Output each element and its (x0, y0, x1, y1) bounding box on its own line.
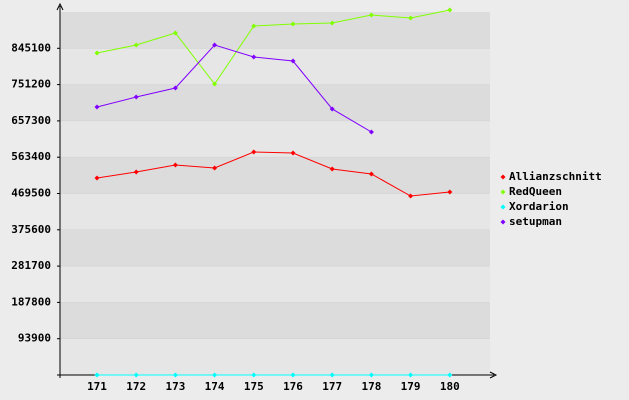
point (329, 166, 335, 172)
band (60, 302, 490, 339)
point (212, 372, 218, 378)
point (290, 58, 296, 64)
x-tick-label: 175 (244, 380, 264, 393)
point (290, 372, 296, 378)
point (408, 372, 414, 378)
band (60, 48, 490, 85)
band (60, 229, 490, 267)
x-tick-label: 177 (322, 380, 342, 393)
y-tick-label: 375600 (11, 223, 51, 236)
point (94, 50, 100, 56)
band (60, 157, 490, 194)
band (60, 193, 490, 230)
point (329, 20, 335, 26)
band (60, 266, 490, 303)
x-tick-label: 172 (126, 380, 146, 393)
x-tick-label: 178 (361, 380, 381, 393)
point (290, 150, 296, 156)
x-axis-arrow (489, 371, 498, 379)
legend-marker (500, 219, 506, 225)
y-tick-label: 563400 (11, 150, 51, 163)
legend-label: Allianzschnitt (509, 170, 602, 183)
point (251, 23, 257, 29)
point (329, 372, 335, 378)
point (133, 42, 139, 48)
legend-marker (500, 189, 506, 195)
point (94, 372, 100, 378)
point (408, 193, 414, 199)
x-tick-label: 179 (401, 380, 421, 393)
point (368, 12, 374, 18)
legend-marker (500, 174, 506, 180)
point (94, 104, 100, 110)
point (172, 30, 178, 36)
point (408, 15, 414, 21)
band (60, 84, 490, 121)
point (368, 171, 374, 177)
x-tick-label: 173 (165, 380, 185, 393)
y-tick-label: 281700 (11, 259, 51, 272)
x-tick-label: 174 (205, 380, 225, 393)
point (251, 54, 257, 60)
y-tick-label: 469500 (11, 187, 51, 200)
band (60, 12, 490, 49)
x-tick-label: 176 (283, 380, 303, 393)
point (368, 129, 374, 135)
point (133, 94, 139, 100)
y-axis-arrow (56, 2, 64, 11)
point (447, 7, 453, 13)
legend-marker (500, 204, 506, 210)
point (212, 42, 218, 48)
point (251, 372, 257, 378)
band (60, 338, 490, 375)
point (368, 372, 374, 378)
series-line (96, 9, 450, 85)
point (447, 372, 453, 378)
y-tick-label: 187800 (11, 295, 51, 308)
point (172, 372, 178, 378)
legend-label: Xordarion (509, 200, 569, 213)
series-line (96, 151, 450, 197)
point (447, 189, 453, 195)
x-tick-label: 180 (440, 380, 460, 393)
x-tick-label: 171 (87, 380, 107, 393)
point (133, 372, 139, 378)
point (94, 175, 100, 181)
point (329, 106, 335, 112)
y-tick-label: 845100 (11, 41, 51, 54)
y-tick-label: 751200 (11, 78, 51, 91)
point (290, 21, 296, 27)
point (133, 169, 139, 175)
band (60, 120, 490, 158)
legend-label: setupman (509, 215, 562, 228)
y-tick-label: 93900 (18, 332, 51, 345)
point (212, 81, 218, 87)
series-line (96, 44, 372, 133)
point (172, 162, 178, 168)
point (212, 165, 218, 171)
point (251, 149, 257, 155)
point (172, 85, 178, 91)
y-tick-label: 657300 (11, 114, 51, 127)
legend-label: RedQueen (509, 185, 562, 198)
